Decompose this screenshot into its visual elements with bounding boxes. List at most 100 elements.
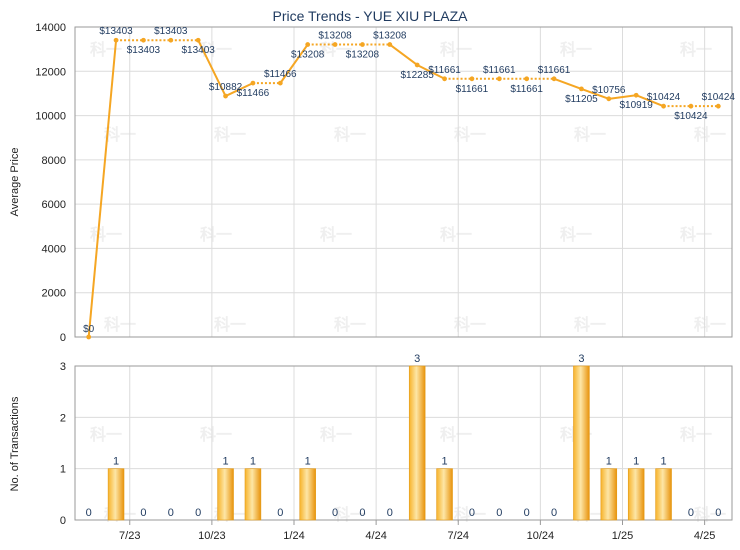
price-value-label: $13403 bbox=[154, 26, 188, 37]
price-value-label: $12285 bbox=[401, 70, 435, 81]
watermark: 科一 bbox=[680, 225, 712, 244]
price-value-label: $10424 bbox=[647, 92, 681, 103]
transactions-axis-title: No. of Transactions bbox=[9, 396, 21, 491]
price-value-label: $11661 bbox=[483, 65, 516, 76]
transaction-count-label: 1 bbox=[113, 456, 119, 468]
watermark: 科一 bbox=[334, 125, 366, 144]
transaction-bar bbox=[600, 468, 618, 521]
watermark: 科一 bbox=[200, 425, 232, 444]
transactions-y-tick-label: 0 bbox=[60, 515, 66, 527]
price-line-segment bbox=[581, 87, 610, 100]
price-line-segment bbox=[279, 43, 309, 84]
price-point bbox=[524, 76, 530, 82]
price-point bbox=[661, 103, 666, 109]
axis-layer: 0200040006000800010000120001400001237/23… bbox=[35, 22, 733, 542]
x-tick-label: 4/24 bbox=[365, 530, 386, 542]
transaction-count-label: 1 bbox=[305, 456, 311, 468]
transaction-count-label: 0 bbox=[86, 507, 92, 519]
watermark: 科一 bbox=[200, 225, 232, 244]
x-tick-label: 7/24 bbox=[448, 530, 469, 542]
price-y-tick-label: 4000 bbox=[42, 243, 66, 255]
price-point bbox=[387, 42, 393, 47]
transaction-count-label: 1 bbox=[223, 456, 229, 468]
price-y-tick-label: 0 bbox=[60, 332, 66, 344]
price-value-label: $13208 bbox=[373, 31, 407, 42]
transaction-count-label: 0 bbox=[387, 507, 393, 519]
transactions-y-tick-label: 3 bbox=[60, 361, 66, 373]
transaction-count-label: 0 bbox=[277, 507, 283, 519]
price-line-segment bbox=[225, 82, 254, 97]
price-y-tick-label: 14000 bbox=[35, 22, 66, 34]
transaction-count-label: 0 bbox=[359, 507, 365, 519]
bar-layer bbox=[107, 365, 672, 521]
watermark: 科一 bbox=[90, 40, 122, 59]
price-y-tick-label: 10000 bbox=[35, 111, 66, 123]
price-value-label: $13208 bbox=[346, 50, 380, 61]
price-value-label: $11661 bbox=[538, 65, 571, 76]
watermark: 科一 bbox=[694, 125, 726, 144]
transaction-count-label: 3 bbox=[414, 353, 420, 365]
price-point bbox=[113, 37, 119, 43]
transaction-bar bbox=[244, 468, 262, 521]
transaction-bar bbox=[408, 365, 426, 521]
price-point bbox=[414, 62, 420, 68]
line-layer bbox=[86, 37, 721, 340]
price-y-tick-label: 2000 bbox=[42, 288, 66, 300]
x-tick-label: 10/24 bbox=[527, 530, 555, 542]
watermark: 科一 bbox=[334, 315, 366, 334]
transaction-count-label: 0 bbox=[469, 507, 475, 519]
watermark: 科一 bbox=[90, 425, 122, 444]
price-point bbox=[360, 42, 365, 47]
watermark: 科一 bbox=[454, 315, 486, 334]
watermark: 科一 bbox=[104, 125, 136, 144]
price-line-segment bbox=[87, 40, 118, 338]
transaction-count-label: 1 bbox=[633, 456, 639, 468]
price-point bbox=[141, 37, 146, 43]
transaction-bar bbox=[627, 468, 645, 521]
price-value-label: $10424 bbox=[674, 111, 708, 122]
transaction-bar bbox=[107, 468, 125, 521]
transaction-count-label: 1 bbox=[606, 456, 612, 468]
transaction-count-label: 1 bbox=[661, 456, 667, 468]
price-value-label: $10882 bbox=[209, 82, 243, 93]
price-value-label: $11466 bbox=[237, 88, 270, 99]
price-line-segment bbox=[416, 64, 446, 80]
price-point bbox=[277, 80, 283, 86]
x-tick-label: 10/23 bbox=[198, 530, 226, 542]
x-tick-label: 1/24 bbox=[283, 530, 304, 542]
transaction-count-label: 0 bbox=[332, 507, 338, 519]
watermark: 科一 bbox=[104, 315, 136, 334]
watermark: 科一 bbox=[214, 315, 246, 334]
price-value-label: $11205 bbox=[565, 94, 598, 105]
price-value-label: $11661 bbox=[456, 84, 489, 95]
watermark: 科一 bbox=[560, 40, 592, 59]
price-value-label: $10756 bbox=[592, 85, 626, 96]
watermark: 科一 bbox=[320, 225, 352, 244]
transaction-count-label: 0 bbox=[524, 507, 530, 519]
price-plot-frame bbox=[74, 26, 733, 338]
price-value-label: $13208 bbox=[291, 50, 325, 61]
watermark: 科一 bbox=[694, 505, 726, 524]
watermark: 科一 bbox=[454, 125, 486, 144]
watermark: 科一 bbox=[200, 40, 232, 59]
price-line-segment bbox=[635, 94, 664, 108]
price-point bbox=[305, 42, 311, 47]
watermark: 科一 bbox=[560, 225, 592, 244]
watermark: 科一 bbox=[574, 125, 606, 144]
transaction-count-label: 0 bbox=[688, 507, 694, 519]
transaction-count-label: 3 bbox=[578, 353, 584, 365]
price-point bbox=[223, 93, 228, 99]
x-tick-label: 7/23 bbox=[119, 530, 140, 542]
price-value-label: $11661 bbox=[428, 65, 461, 76]
price-line-segment bbox=[608, 94, 637, 100]
transaction-count-label: 0 bbox=[496, 507, 502, 519]
price-value-label: $13403 bbox=[99, 26, 133, 37]
price-point bbox=[86, 334, 92, 340]
price-point bbox=[442, 76, 447, 82]
transaction-count-label: 0 bbox=[168, 507, 174, 519]
price-value-label: $13403 bbox=[182, 45, 216, 56]
transaction-bar bbox=[655, 468, 672, 521]
transactions-plot-frame bbox=[74, 365, 733, 521]
transaction-count-label: 0 bbox=[551, 507, 557, 519]
